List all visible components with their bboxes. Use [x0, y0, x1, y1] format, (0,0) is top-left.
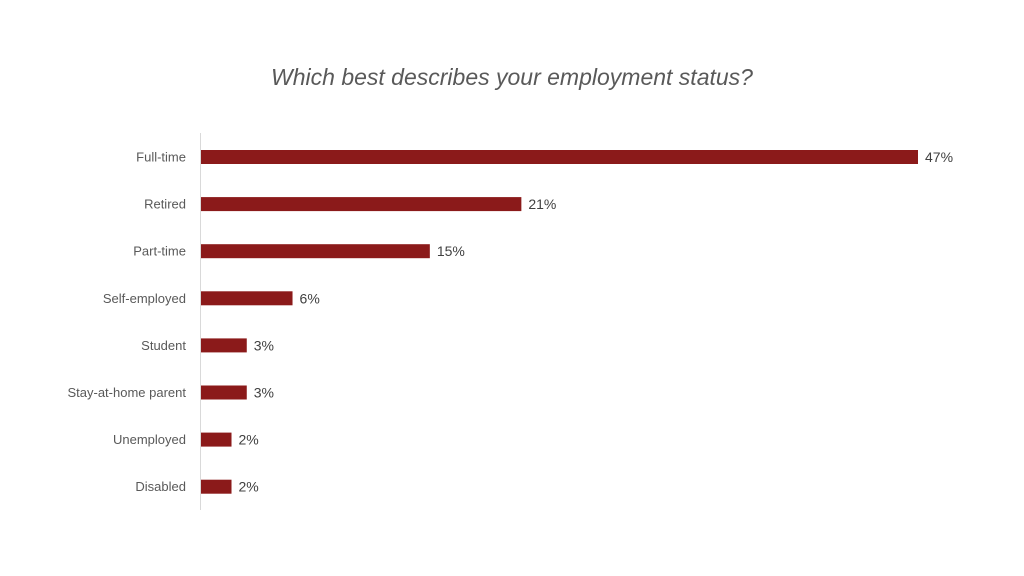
bar	[201, 479, 232, 494]
category-label: Disabled	[135, 479, 186, 494]
category-label: Student	[141, 338, 186, 353]
bar	[201, 291, 293, 306]
category-label: Retired	[144, 197, 186, 212]
category-label: Full-time	[136, 150, 186, 165]
value-label: 2%	[239, 479, 259, 495]
value-label: 6%	[300, 290, 320, 306]
bar	[201, 150, 918, 164]
bar	[201, 244, 430, 259]
bar	[201, 338, 247, 353]
category-label: Self-employed	[103, 291, 186, 306]
value-label: 3%	[254, 385, 274, 401]
bar	[201, 197, 522, 212]
bar	[201, 385, 247, 400]
chart-title: Which best describes your employment sta…	[271, 64, 753, 90]
value-label: 15%	[437, 243, 465, 259]
value-label: 3%	[254, 337, 274, 353]
category-label: Stay-at-home parent	[67, 385, 186, 400]
value-label: 21%	[528, 196, 556, 212]
category-label: Part-time	[133, 244, 186, 259]
category-label: Unemployed	[113, 432, 186, 447]
value-label: 2%	[239, 432, 259, 448]
value-label: 47%	[925, 149, 953, 165]
bar	[201, 432, 232, 447]
bars-group: Full-time 47% Retired 21% Part-time 15% Self-e…	[67, 149, 953, 495]
